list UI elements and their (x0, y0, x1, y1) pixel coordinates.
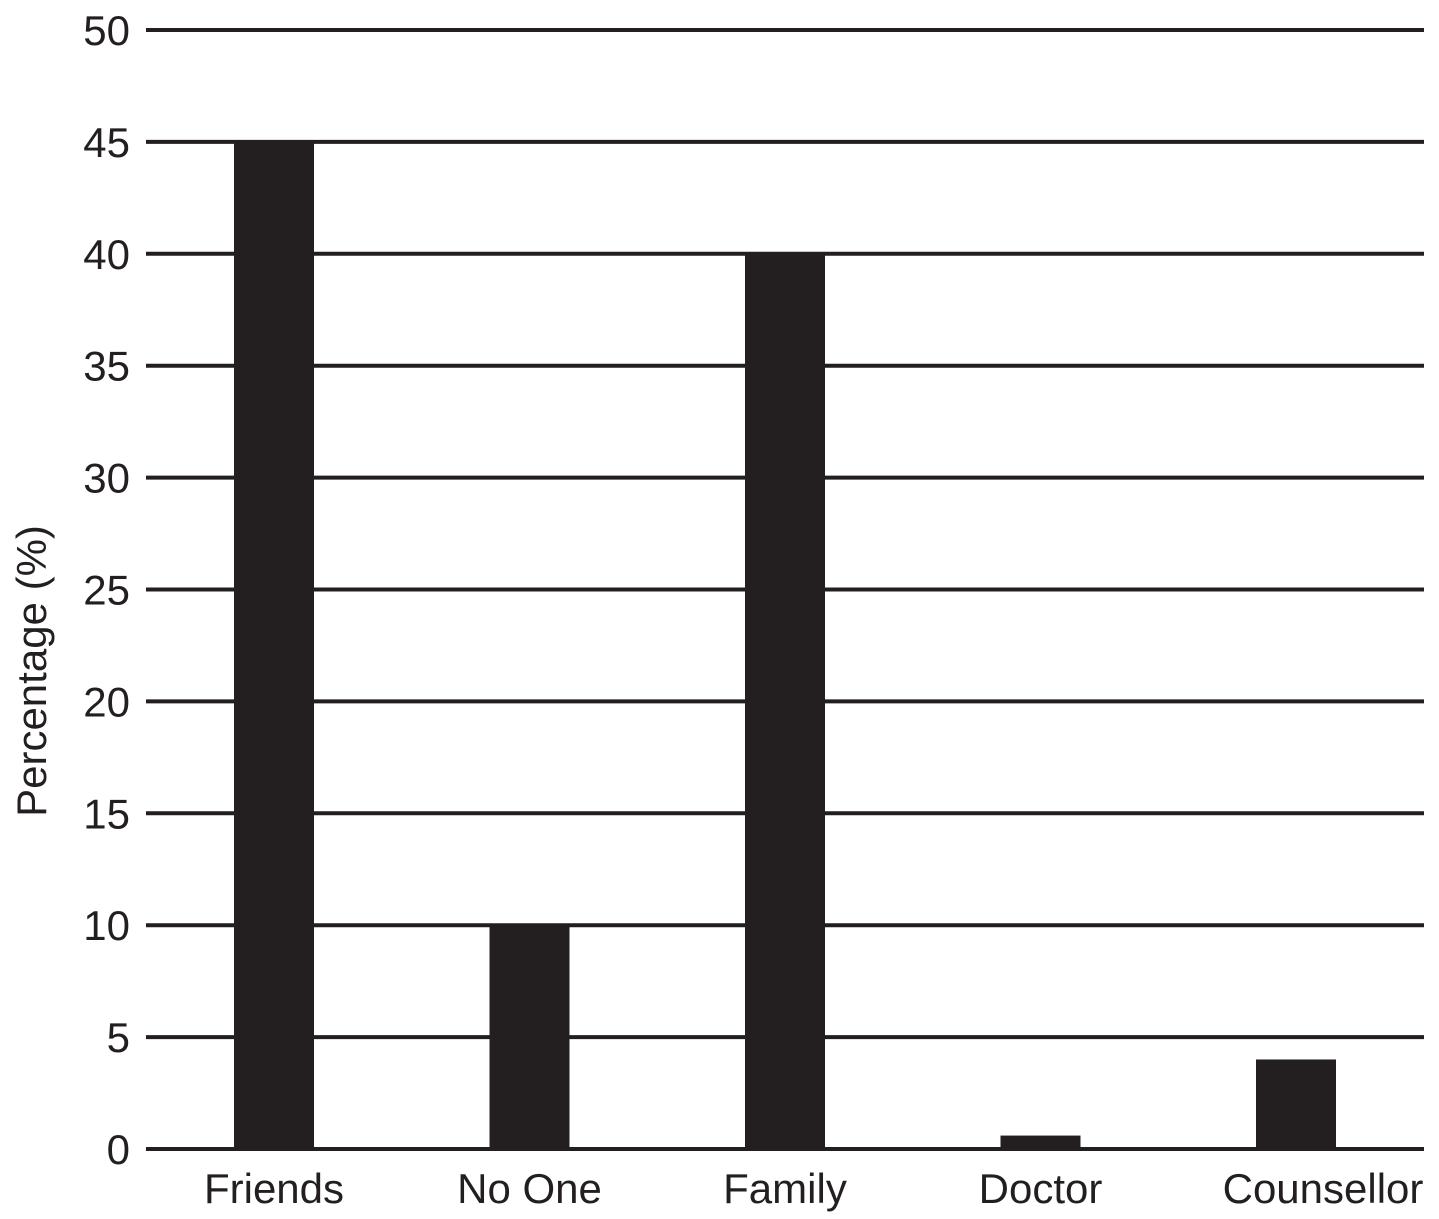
y-tick-label: 45 (83, 119, 130, 166)
bar-friends (234, 141, 314, 1149)
x-tick-label: Counsellor (1223, 1165, 1424, 1212)
x-tick-label: Family (723, 1165, 847, 1212)
y-tick-label: 15 (83, 790, 130, 837)
bar-doctor (1000, 1135, 1081, 1149)
bars (146, 141, 1424, 1151)
y-tick-label: 30 (83, 455, 130, 502)
y-tick-label: 10 (83, 902, 130, 949)
bar-counsellor (1256, 1059, 1336, 1149)
y-tick-label: 25 (83, 567, 130, 614)
x-tick-labels: Friends No One Family Doctor Counsellor (204, 1165, 1423, 1212)
y-axis-label: Percentage (%) (8, 525, 55, 817)
x-tick-label: Doctor (979, 1165, 1103, 1212)
bar-family (745, 253, 825, 1150)
y-tick-label: 20 (83, 678, 130, 725)
x-tick-label: Friends (204, 1165, 344, 1212)
y-tick-label: 0 (107, 1126, 130, 1173)
y-tick-label: 5 (107, 1014, 130, 1061)
y-tick-label: 35 (83, 343, 130, 390)
bar-no-one (489, 925, 570, 1149)
x-tick-label: No One (457, 1165, 602, 1212)
y-tick-labels: 0 5 10 15 20 25 30 35 40 45 50 (83, 7, 130, 1173)
y-tick-label: 50 (83, 7, 130, 54)
y-tick-label: 40 (83, 231, 130, 278)
